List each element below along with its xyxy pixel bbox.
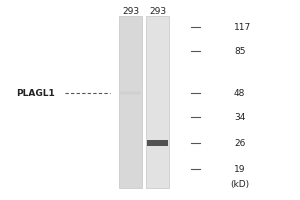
Bar — [121, 91, 141, 92]
Bar — [121, 94, 141, 95]
Text: PLAGL1: PLAGL1 — [16, 88, 55, 98]
Text: 293: 293 — [122, 7, 139, 16]
Text: 48: 48 — [234, 88, 245, 98]
Bar — [121, 92, 141, 93]
Text: 85: 85 — [234, 46, 245, 55]
Text: 293: 293 — [149, 7, 166, 16]
Bar — [146, 16, 169, 188]
Text: 19: 19 — [234, 164, 245, 173]
Text: 34: 34 — [234, 112, 245, 121]
Text: 26: 26 — [234, 138, 245, 148]
Bar — [121, 93, 141, 94]
Bar — [119, 16, 142, 188]
Text: 117: 117 — [234, 22, 251, 31]
Text: (kD): (kD) — [230, 180, 250, 189]
Bar — [148, 140, 168, 146]
